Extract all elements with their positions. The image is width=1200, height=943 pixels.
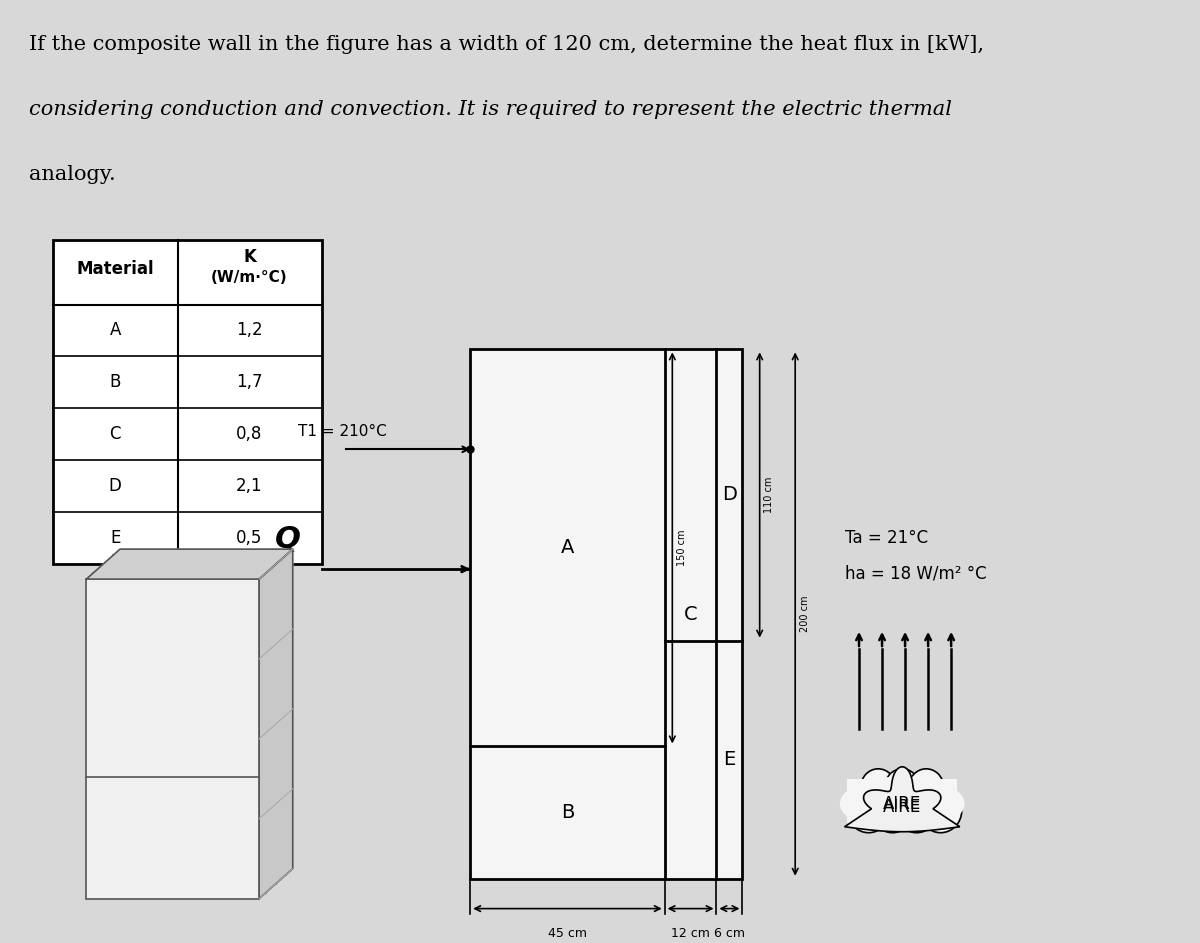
Text: analogy.: analogy. xyxy=(29,165,115,184)
Polygon shape xyxy=(259,549,293,899)
Text: 0,5: 0,5 xyxy=(236,529,263,547)
Text: 0,8: 0,8 xyxy=(236,425,263,443)
Bar xyxy=(86,579,259,899)
Polygon shape xyxy=(86,549,293,579)
Circle shape xyxy=(908,769,943,804)
Text: A: A xyxy=(560,538,574,557)
Text: 2,1: 2,1 xyxy=(236,477,263,495)
Text: 6 cm: 6 cm xyxy=(714,927,745,939)
Circle shape xyxy=(847,788,889,833)
Circle shape xyxy=(860,769,895,804)
Text: C: C xyxy=(109,425,121,443)
Text: 200 cm: 200 cm xyxy=(800,596,810,633)
Bar xyxy=(847,779,956,822)
Circle shape xyxy=(919,788,961,833)
Circle shape xyxy=(884,769,919,804)
Text: AIRE: AIRE xyxy=(883,795,922,813)
Text: D: D xyxy=(722,486,737,505)
Bar xyxy=(94,573,266,893)
Text: AIRE: AIRE xyxy=(883,798,922,816)
Text: B: B xyxy=(109,373,121,391)
Text: A: A xyxy=(109,322,121,339)
Text: 1,2: 1,2 xyxy=(236,322,263,339)
Bar xyxy=(113,555,286,875)
Polygon shape xyxy=(845,767,960,832)
Text: (W/m·°C): (W/m·°C) xyxy=(211,270,288,285)
Text: Material: Material xyxy=(77,259,154,277)
Text: K: K xyxy=(244,248,256,266)
Bar xyxy=(470,350,743,879)
Text: 110 cm: 110 cm xyxy=(764,477,774,513)
Text: 45 cm: 45 cm xyxy=(548,927,587,939)
Text: 1,7: 1,7 xyxy=(236,373,263,391)
Text: 12 cm: 12 cm xyxy=(671,927,710,939)
Text: Q: Q xyxy=(275,525,301,554)
Text: If the composite wall in the figure has a width of 120 cm, determine the heat fl: If the composite wall in the figure has … xyxy=(29,35,984,54)
Text: D: D xyxy=(109,477,121,495)
Text: E: E xyxy=(724,750,736,769)
Circle shape xyxy=(871,788,913,833)
Text: C: C xyxy=(684,604,697,623)
Ellipse shape xyxy=(840,776,965,831)
Text: E: E xyxy=(110,529,120,547)
Text: considering conduction and convection. It is required to represent the electric : considering conduction and convection. I… xyxy=(29,100,952,119)
Text: T1 = 210°C: T1 = 210°C xyxy=(298,424,386,439)
Text: 150 cm: 150 cm xyxy=(677,530,688,566)
Text: ha = 18 W/m² °C: ha = 18 W/m² °C xyxy=(845,564,986,582)
Circle shape xyxy=(895,788,937,833)
Text: Ta = 21°C: Ta = 21°C xyxy=(845,529,928,547)
Bar xyxy=(470,350,743,879)
Bar xyxy=(103,564,276,884)
Bar xyxy=(53,240,322,564)
Text: B: B xyxy=(560,803,574,822)
